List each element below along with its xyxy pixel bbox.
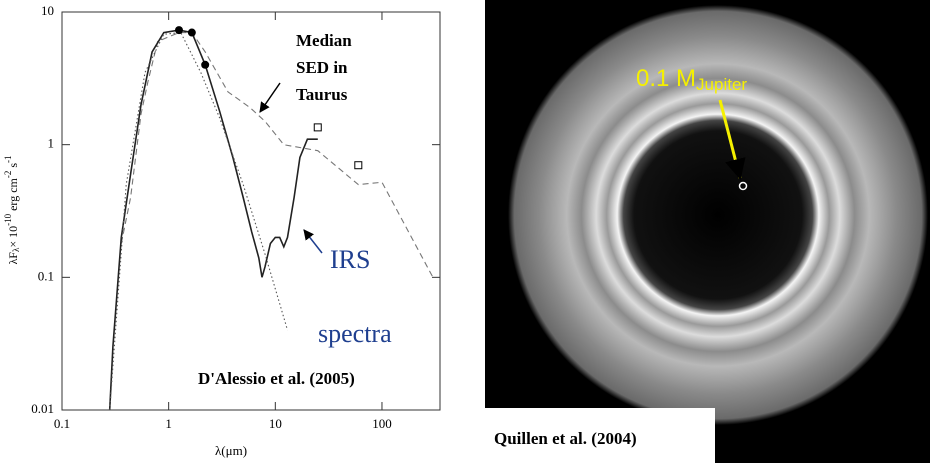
y-axis-label: λFλ× 10-10 erg cm-2 s-1 bbox=[3, 155, 21, 264]
credit-box bbox=[485, 408, 715, 463]
annotation: Median bbox=[296, 31, 352, 50]
annotation: spectra bbox=[318, 319, 392, 348]
x-tick-label: 1 bbox=[165, 416, 172, 431]
point bbox=[187, 28, 196, 37]
planet-arrow bbox=[718, 99, 746, 181]
plot-frame bbox=[61, 11, 441, 411]
planet bbox=[738, 181, 748, 191]
annotation: Taurus bbox=[296, 85, 348, 104]
x-axis-label: λ(μm) bbox=[215, 443, 247, 458]
x-tick-label: 0.1 bbox=[54, 416, 70, 431]
series-line bbox=[109, 32, 289, 411]
point bbox=[201, 60, 210, 69]
x-tick-label: 100 bbox=[372, 416, 392, 431]
planet-label: 0.1 MJupiter bbox=[636, 65, 747, 94]
point bbox=[174, 26, 183, 35]
point bbox=[313, 123, 322, 132]
series-line bbox=[120, 32, 434, 278]
annotation: IRS bbox=[330, 245, 370, 274]
disk bbox=[508, 5, 928, 425]
y-tick-label: 0.01 bbox=[31, 401, 54, 416]
y-tick-label: 0.1 bbox=[38, 268, 54, 283]
chart-credit: D'Alessio et al. (2005) bbox=[198, 369, 355, 388]
y-tick-label: 1 bbox=[48, 136, 55, 151]
point bbox=[354, 161, 363, 170]
series-line bbox=[108, 29, 318, 411]
x-tick-label: 10 bbox=[269, 416, 282, 431]
image-credit: Quillen et al. (2004) bbox=[494, 429, 637, 448]
annotation: SED in bbox=[296, 58, 348, 77]
annotation-arrow bbox=[303, 229, 323, 254]
y-tick-label: 10 bbox=[41, 3, 54, 18]
annotation-arrow bbox=[259, 82, 281, 113]
